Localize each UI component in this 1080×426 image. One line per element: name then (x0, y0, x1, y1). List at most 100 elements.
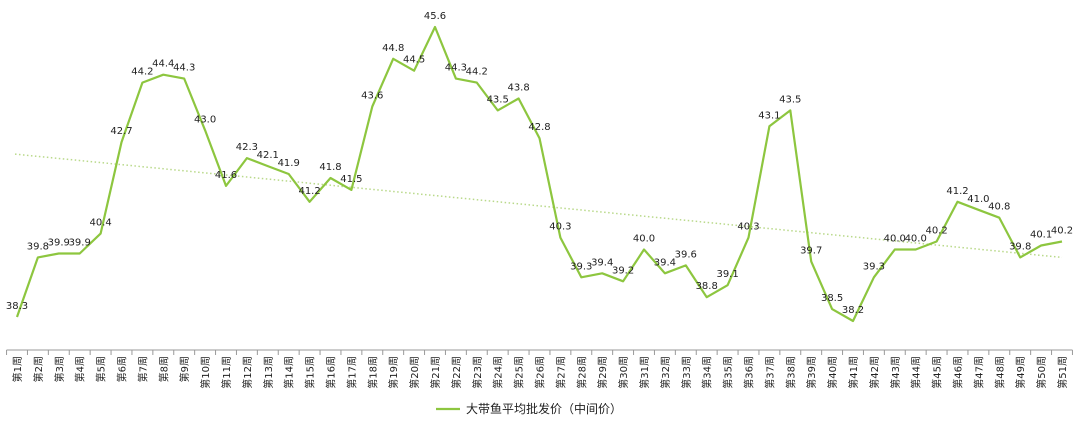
x-tick-label: 第20周 (408, 356, 421, 389)
data-label: 40.4 (89, 218, 111, 229)
data-label: 42.3 (236, 142, 258, 153)
data-label: 39.4 (591, 257, 613, 268)
x-tick-label: 第21周 (429, 356, 442, 389)
x-tick-label: 第41周 (847, 356, 860, 389)
x-tick-label: 第29周 (596, 356, 609, 389)
x-tick-label: 第14周 (283, 356, 296, 389)
x-tick-label: 第49周 (1014, 356, 1027, 389)
x-tick-label: 第22周 (450, 356, 463, 389)
data-label: 38.5 (821, 293, 843, 304)
data-label: 43.1 (758, 110, 780, 121)
data-label: 44.3 (173, 63, 195, 74)
x-tick-label: 第18周 (366, 356, 379, 389)
x-tick-label: 第37周 (763, 356, 776, 389)
data-label: 38.3 (6, 301, 28, 312)
data-label: 40.0 (633, 233, 655, 244)
data-label: 40.0 (884, 233, 906, 244)
x-tick-label: 第26周 (534, 356, 547, 389)
x-tick-label: 第12周 (241, 356, 254, 389)
x-tick-label: 第31周 (638, 356, 651, 389)
data-label: 40.8 (988, 202, 1010, 213)
data-label: 44.5 (403, 55, 425, 66)
data-label: 43.5 (779, 94, 801, 105)
x-tick-label: 第1周 (11, 356, 24, 382)
x-tick-label: 第48周 (993, 356, 1006, 389)
x-tick-label: 第10周 (199, 356, 212, 389)
data-label: 39.9 (69, 237, 91, 248)
data-label: 42.8 (528, 122, 550, 133)
x-tick-label: 第36周 (743, 356, 756, 389)
data-label: 38.2 (842, 305, 864, 316)
x-tick-label: 第46周 (952, 356, 965, 389)
x-tick-label: 第39周 (805, 356, 818, 389)
x-tick-label: 第43周 (889, 356, 902, 389)
data-label: 43.5 (487, 94, 509, 105)
x-tick-label: 第44周 (910, 356, 923, 389)
data-label: 39.2 (612, 265, 634, 276)
x-tick-label: 第16周 (325, 356, 338, 389)
x-tick-label: 第40周 (826, 356, 839, 389)
data-label: 40.3 (549, 222, 571, 233)
trend-line (14, 153, 1063, 259)
data-label: 43.0 (194, 114, 216, 125)
data-label: 43.6 (361, 90, 383, 101)
data-label: 42.7 (110, 126, 132, 137)
data-label: 39.7 (800, 245, 822, 256)
data-label: 41.5 (340, 174, 362, 185)
x-tick-label: 第2周 (32, 356, 45, 382)
x-tick-label: 第6周 (116, 356, 129, 382)
x-tick-label: 第25周 (513, 356, 526, 389)
data-label: 40.0 (905, 233, 927, 244)
x-tick-label: 第4周 (74, 356, 87, 382)
x-tick-label: 第19周 (387, 356, 400, 389)
x-tick-label: 第8周 (157, 356, 170, 382)
x-tick-label: 第32周 (659, 356, 672, 389)
x-tick-label: 第24周 (492, 356, 505, 389)
data-label: 39.4 (654, 257, 676, 268)
x-tick-label: 第9周 (178, 356, 191, 382)
data-label: 39.3 (863, 261, 885, 272)
data-label: 43.8 (507, 83, 529, 94)
x-tick-label: 第35周 (722, 356, 735, 389)
x-tick-label: 第47周 (972, 356, 985, 389)
legend-label: 大带鱼平均批发价（中间价） (466, 401, 622, 416)
data-label: 39.6 (675, 249, 697, 260)
data-label: 41.2 (946, 186, 968, 197)
x-tick-label: 第27周 (554, 356, 567, 389)
x-tick-label: 第34周 (701, 356, 714, 389)
data-label: 40.2 (1051, 226, 1073, 237)
data-label: 44.4 (152, 59, 174, 70)
x-tick-label: 第45周 (931, 356, 944, 389)
data-label: 44.2 (131, 67, 153, 78)
x-tick-label: 第51周 (1056, 356, 1069, 389)
x-tick-label: 第42周 (868, 356, 881, 389)
x-tick-label: 第28周 (575, 356, 588, 389)
data-label: 39.8 (27, 241, 49, 252)
x-tick-label: 第30周 (617, 356, 630, 389)
data-label: 44.8 (382, 43, 404, 54)
x-tick-label: 第15周 (304, 356, 317, 389)
series-line (15, 25, 1063, 323)
data-label: 41.6 (215, 170, 237, 181)
data-label: 42.1 (257, 150, 279, 161)
x-tick-label: 第38周 (784, 356, 797, 389)
data-label: 39.9 (48, 237, 70, 248)
x-tick-label: 第3周 (53, 356, 66, 382)
data-label: 44.3 (445, 63, 467, 74)
x-tick-label: 第23周 (471, 356, 484, 389)
data-label: 39.8 (1009, 241, 1031, 252)
data-label: 40.1 (1030, 230, 1052, 241)
data-label: 44.2 (466, 67, 488, 78)
x-tick-label: 第13周 (262, 356, 275, 389)
x-tick-label: 第50周 (1035, 356, 1048, 389)
data-label: 45.6 (424, 11, 446, 22)
data-label: 38.8 (696, 281, 718, 292)
x-tick-label: 第11周 (220, 356, 233, 389)
data-label: 41.9 (278, 158, 300, 169)
x-tick-label: 第5周 (95, 356, 108, 382)
data-label: 41.8 (319, 162, 341, 173)
data-label: 39.1 (716, 269, 738, 280)
x-tick-label: 第33周 (680, 356, 693, 389)
